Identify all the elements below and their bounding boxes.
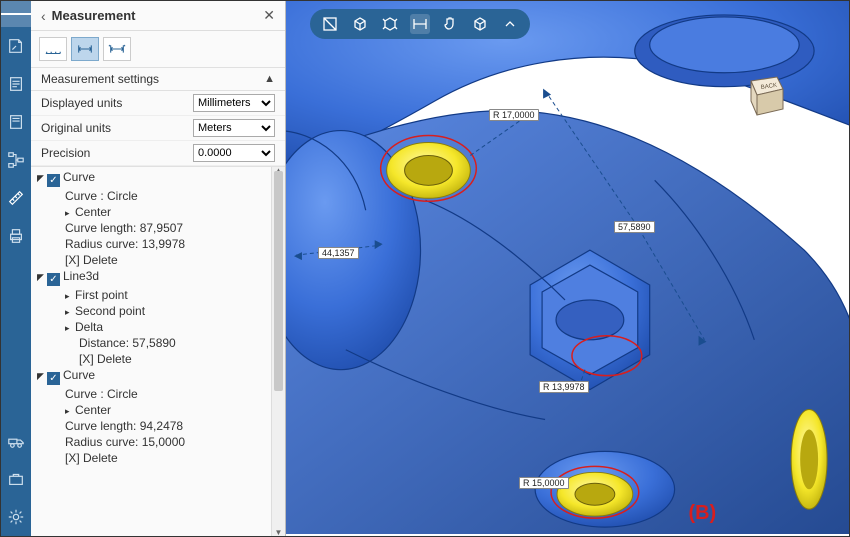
precision-label: Precision xyxy=(41,146,90,160)
tree-node[interactable]: ▸Center xyxy=(37,204,285,220)
measurement-tree: ◤✓CurveCurve : Circle▸CenterCurve length… xyxy=(31,166,285,536)
tool-collapse[interactable] xyxy=(500,14,520,34)
mode-angle[interactable] xyxy=(103,37,131,61)
tree-node[interactable]: ▸Center xyxy=(37,402,285,418)
callout-l44[interactable]: 44,1357 xyxy=(318,247,359,259)
panel-header: ‹ Measurement ✕ xyxy=(31,1,285,31)
tree-node[interactable]: ▸First point xyxy=(37,287,285,303)
row-displayed-units: Displayed units Millimeters xyxy=(31,91,285,116)
measurement-panel: ‹ Measurement ✕ Measurement settings ▲ D… xyxy=(31,1,286,536)
back-icon[interactable]: ‹ xyxy=(41,8,46,24)
tree-node[interactable]: ▸Delta xyxy=(37,319,285,335)
app-root: ‹ Measurement ✕ Measurement settings ▲ D… xyxy=(0,0,850,537)
menu-icon[interactable] xyxy=(1,1,31,27)
displayed-units-label: Displayed units xyxy=(41,96,122,110)
tree-node[interactable]: Radius curve: 13,9978 xyxy=(37,236,285,252)
tree-node[interactable]: Radius curve: 15,0000 xyxy=(37,434,285,450)
callout-r14[interactable]: R 13,9978 xyxy=(539,381,589,393)
tool-pan[interactable] xyxy=(440,14,460,34)
tree-node[interactable]: ▸Second point xyxy=(37,303,285,319)
tree-node[interactable]: Curve : Circle xyxy=(37,386,285,402)
tool-cube[interactable] xyxy=(350,14,370,34)
tree-node[interactable]: ◤✓Line3d xyxy=(37,268,285,287)
print-icon[interactable] xyxy=(5,225,27,247)
close-icon[interactable]: ✕ xyxy=(263,7,275,24)
svg-text:(B): (B) xyxy=(689,502,717,524)
settings-label: Measurement settings xyxy=(41,72,159,86)
viewport-toolbar xyxy=(310,9,530,39)
tree-node[interactable]: ◤✓Curve xyxy=(37,169,285,188)
truck-icon[interactable] xyxy=(5,430,27,452)
panel-title: Measurement xyxy=(52,8,264,23)
tree-node[interactable]: Curve length: 94,2478 xyxy=(37,418,285,434)
original-units-select[interactable]: Meters xyxy=(193,119,275,137)
mode-point[interactable] xyxy=(39,37,67,61)
tool-measure[interactable] xyxy=(410,14,430,34)
tree-node[interactable]: [X] Delete xyxy=(37,252,285,268)
displayed-units-select[interactable]: Millimeters xyxy=(193,94,275,112)
mode-row xyxy=(31,31,285,67)
measure-icon[interactable] xyxy=(5,187,27,209)
precision-select[interactable]: 0.0000 xyxy=(193,144,275,162)
tool-box[interactable] xyxy=(470,14,490,34)
tree-node[interactable]: Curve length: 87,9507 xyxy=(37,220,285,236)
row-precision: Precision 0.0000 xyxy=(31,141,285,166)
row-original-units: Original units Meters xyxy=(31,116,285,141)
tree-icon[interactable] xyxy=(5,149,27,171)
scroll-thumb[interactable] xyxy=(274,171,283,391)
tree-node[interactable]: ◤✓Curve xyxy=(37,367,285,386)
nav-rail xyxy=(1,1,31,536)
view-cube[interactable]: BACK xyxy=(739,71,789,121)
document-icon[interactable] xyxy=(5,111,27,133)
tree-node[interactable]: Curve : Circle xyxy=(37,188,285,204)
mode-distance[interactable] xyxy=(71,37,99,61)
tree-node[interactable]: [X] Delete xyxy=(37,351,285,367)
tree-node[interactable]: Distance: 57,5890 xyxy=(37,335,285,351)
callout-r17[interactable]: R 17,0000 xyxy=(489,109,539,121)
chevron-up-icon: ▲ xyxy=(264,73,275,85)
tool-explode[interactable] xyxy=(380,14,400,34)
callout-r15[interactable]: R 15,0000 xyxy=(519,477,569,489)
tree-node[interactable]: [X] Delete xyxy=(37,450,285,466)
settings-header[interactable]: Measurement settings ▲ xyxy=(31,67,285,91)
settings-icon[interactable] xyxy=(5,506,27,528)
page-icon[interactable] xyxy=(5,73,27,95)
open-file-icon[interactable] xyxy=(5,35,27,57)
tool-section[interactable] xyxy=(320,14,340,34)
viewport-3d[interactable]: (B) xyxy=(286,1,849,536)
briefcase-icon[interactable] xyxy=(5,468,27,490)
tree-scrollbar[interactable]: ▲ ▼ xyxy=(271,167,285,536)
original-units-label: Original units xyxy=(41,121,111,135)
callout-d57[interactable]: 57,5890 xyxy=(614,221,655,233)
